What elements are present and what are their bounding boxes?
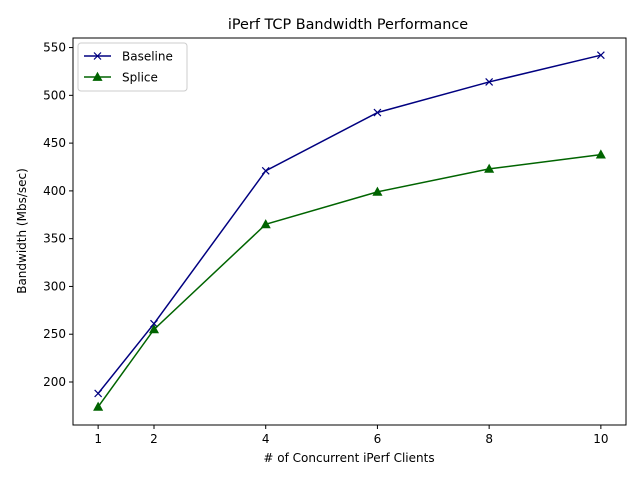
y-tick-label: 400 xyxy=(43,184,66,198)
legend-item-splice: Splice xyxy=(84,71,158,85)
data-point-splice xyxy=(93,401,104,411)
x-tick-label: 1 xyxy=(94,432,102,446)
data-point-baseline xyxy=(596,51,605,60)
legend-box xyxy=(77,42,188,92)
legend: Baseline Splice xyxy=(77,42,188,92)
y-tick-label: 250 xyxy=(43,327,66,341)
legend-swatch-marker xyxy=(93,52,102,60)
series-layer xyxy=(93,51,606,411)
y-tick-label: 450 xyxy=(43,136,66,150)
plot-frame xyxy=(72,37,627,426)
data-point-splice xyxy=(484,163,495,173)
data-point-baseline xyxy=(150,319,158,328)
data-point-baseline xyxy=(94,389,103,398)
data-point-splice xyxy=(148,324,160,334)
data-point-baseline xyxy=(485,78,494,86)
legend-label: Splice xyxy=(122,71,158,85)
y-tick-label: 300 xyxy=(43,279,66,293)
y-axis-ticks: 200 250 300 350 400 450 500 550 xyxy=(43,41,73,389)
y-tick-label: 500 xyxy=(43,88,66,102)
x-tick-label: 6 xyxy=(374,432,382,446)
series-baseline xyxy=(94,51,605,398)
x-tick-label: 8 xyxy=(485,432,493,446)
legend-item-baseline: Baseline xyxy=(84,50,173,64)
series-line-baseline xyxy=(97,54,602,394)
data-point-splice xyxy=(260,219,271,229)
series-line-splice xyxy=(97,153,601,408)
y-tick-label: 550 xyxy=(43,41,66,55)
plot-area xyxy=(73,38,626,425)
legend-swatch-marker xyxy=(92,71,103,81)
x-axis-label: # of Concurrent iPerf Clients xyxy=(263,451,434,465)
x-tick-label: 2 xyxy=(150,432,158,446)
data-point-splice xyxy=(595,149,606,159)
x-axis-ticks: 1 2 4 6 8 10 xyxy=(94,425,609,446)
legend-label: Baseline xyxy=(122,50,173,64)
x-tick-label: 4 xyxy=(262,432,270,446)
x-tick-label: 10 xyxy=(593,432,608,446)
y-tick-label: 200 xyxy=(43,375,66,389)
y-tick-label: 350 xyxy=(43,232,66,246)
chart-title: iPerf TCP Bandwidth Performance xyxy=(228,17,468,33)
data-point-splice xyxy=(372,186,383,196)
y-axis-label: Bandwidth (Mbs/sec) xyxy=(15,168,29,294)
data-point-baseline xyxy=(261,166,270,175)
data-point-baseline xyxy=(373,108,382,117)
series-splice xyxy=(93,149,606,411)
